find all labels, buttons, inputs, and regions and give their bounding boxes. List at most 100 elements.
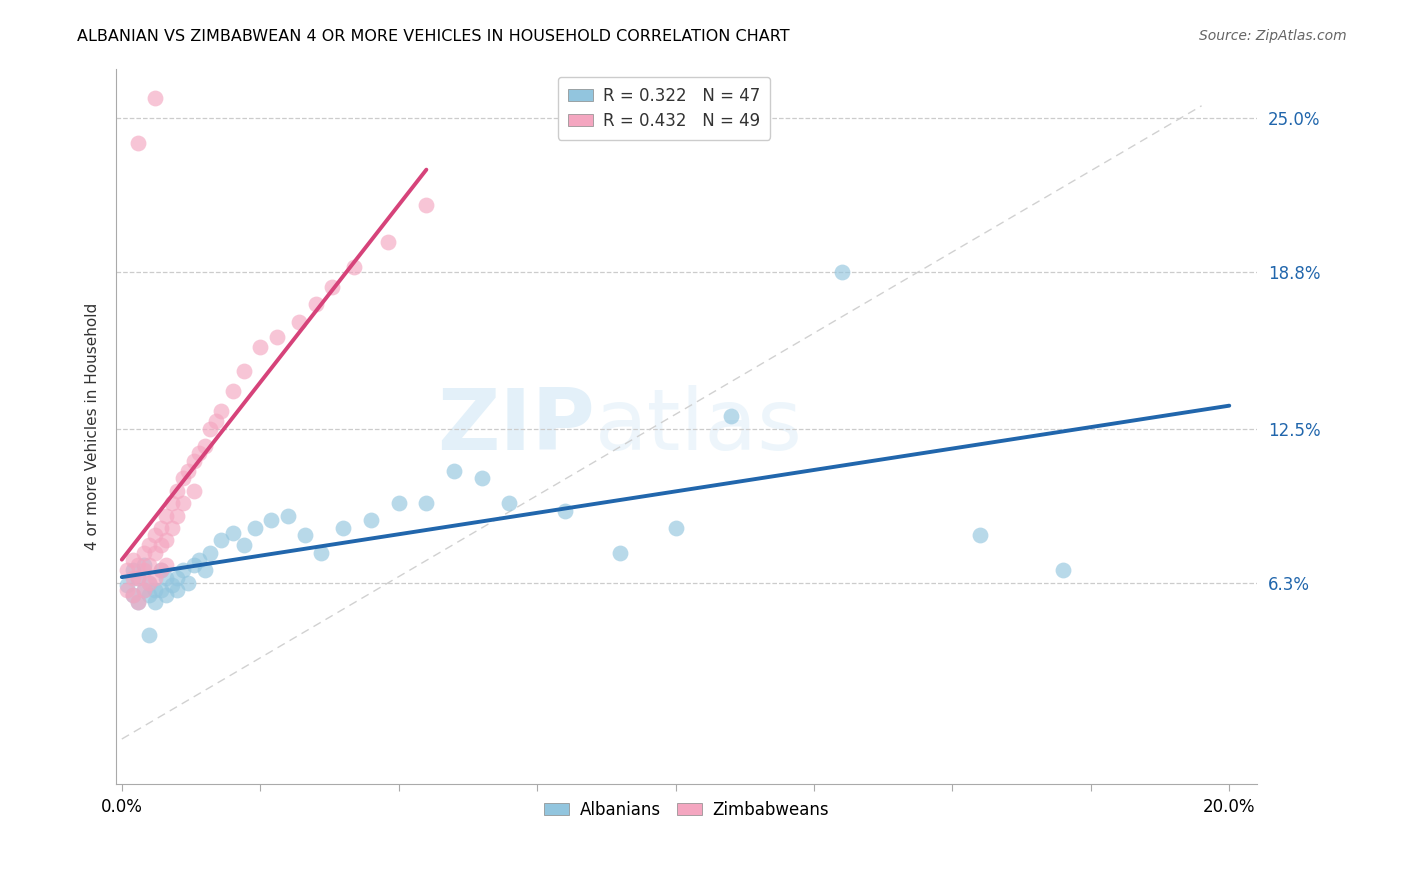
Point — [143, 91, 166, 105]
Point — [194, 439, 217, 453]
Point — [127, 595, 149, 609]
Text: Source: ZipAtlas.com: Source: ZipAtlas.com — [1199, 29, 1347, 43]
Point — [188, 553, 211, 567]
Point — [117, 582, 139, 597]
Point — [149, 538, 172, 552]
Point — [143, 528, 166, 542]
Point — [288, 315, 311, 329]
Point — [360, 514, 382, 528]
Point — [221, 384, 243, 399]
Point — [132, 582, 155, 597]
Point — [127, 571, 149, 585]
Point — [155, 508, 177, 523]
Point — [127, 571, 149, 585]
Point — [160, 578, 183, 592]
Point — [122, 571, 145, 585]
Y-axis label: 4 or more Vehicles in Household: 4 or more Vehicles in Household — [86, 302, 100, 549]
Point — [155, 558, 177, 573]
Point — [166, 508, 188, 523]
Point — [194, 563, 217, 577]
Point — [160, 521, 183, 535]
Point — [304, 297, 326, 311]
Legend: Albanians, Zimbabweans: Albanians, Zimbabweans — [537, 794, 835, 825]
Point — [117, 578, 139, 592]
Point — [177, 464, 200, 478]
Point — [249, 340, 271, 354]
Point — [609, 546, 631, 560]
Point — [127, 136, 149, 150]
Point — [211, 533, 233, 548]
Point — [138, 575, 160, 590]
Point — [183, 483, 205, 498]
Point — [149, 563, 172, 577]
Point — [149, 563, 172, 577]
Point — [155, 571, 177, 585]
Point — [183, 454, 205, 468]
Point — [377, 235, 399, 250]
Point — [332, 521, 354, 535]
Point — [149, 582, 172, 597]
Point — [172, 496, 194, 510]
Point — [415, 496, 437, 510]
Point — [138, 575, 160, 590]
Point — [969, 528, 991, 542]
Point — [266, 329, 288, 343]
Point — [294, 528, 316, 542]
Text: ALBANIAN VS ZIMBABWEAN 4 OR MORE VEHICLES IN HOUSEHOLD CORRELATION CHART: ALBANIAN VS ZIMBABWEAN 4 OR MORE VEHICLE… — [77, 29, 790, 44]
Point — [132, 582, 155, 597]
Point — [172, 563, 194, 577]
Point — [122, 588, 145, 602]
Point — [143, 546, 166, 560]
Point — [188, 446, 211, 460]
Point — [149, 521, 172, 535]
Point — [155, 588, 177, 602]
Point — [166, 582, 188, 597]
Point — [554, 503, 576, 517]
Point — [177, 575, 200, 590]
Point — [143, 582, 166, 597]
Point — [183, 558, 205, 573]
Point — [132, 546, 155, 560]
Point — [1052, 563, 1074, 577]
Point — [232, 538, 254, 552]
Point — [415, 198, 437, 212]
Point — [122, 553, 145, 567]
Point — [155, 533, 177, 548]
Point — [211, 404, 233, 418]
Point — [309, 546, 332, 560]
Point — [831, 265, 853, 279]
Point — [138, 588, 160, 602]
Point — [260, 514, 283, 528]
Point — [243, 521, 266, 535]
Point — [443, 464, 465, 478]
Point — [117, 563, 139, 577]
Point — [138, 558, 160, 573]
Text: ZIP: ZIP — [437, 384, 595, 467]
Point — [138, 628, 160, 642]
Point — [498, 496, 520, 510]
Point — [143, 571, 166, 585]
Point — [127, 558, 149, 573]
Point — [122, 563, 145, 577]
Point — [200, 546, 222, 560]
Point — [321, 280, 343, 294]
Point — [343, 260, 366, 275]
Point — [277, 508, 299, 523]
Point — [132, 558, 155, 573]
Point — [172, 471, 194, 485]
Point — [143, 595, 166, 609]
Point — [166, 483, 188, 498]
Point — [221, 525, 243, 540]
Point — [388, 496, 411, 510]
Point — [471, 471, 494, 485]
Point — [205, 414, 228, 428]
Text: atlas: atlas — [595, 384, 803, 467]
Point — [160, 496, 183, 510]
Point — [200, 422, 222, 436]
Point — [232, 364, 254, 378]
Point — [664, 521, 686, 535]
Point — [138, 538, 160, 552]
Point — [122, 588, 145, 602]
Point — [720, 409, 742, 424]
Point — [132, 563, 155, 577]
